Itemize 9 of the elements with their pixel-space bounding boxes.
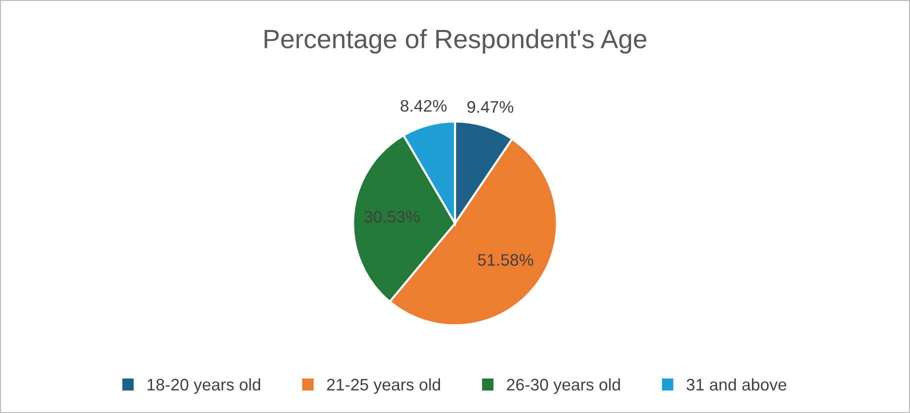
chart-title: Percentage of Respondent's Age [264,29,646,54]
legend-label: 26-30 years old [506,378,620,394]
legend-label: 18-20 years old [148,378,260,394]
data-label: 30.53% [364,210,420,223]
data-label: 9.47% [467,101,514,113]
legend-label: 31 and above [686,378,786,391]
data-label: 8.42% [400,100,447,112]
data-label: 51.58% [478,254,534,266]
legend-label: 21-25 years old [327,378,440,394]
